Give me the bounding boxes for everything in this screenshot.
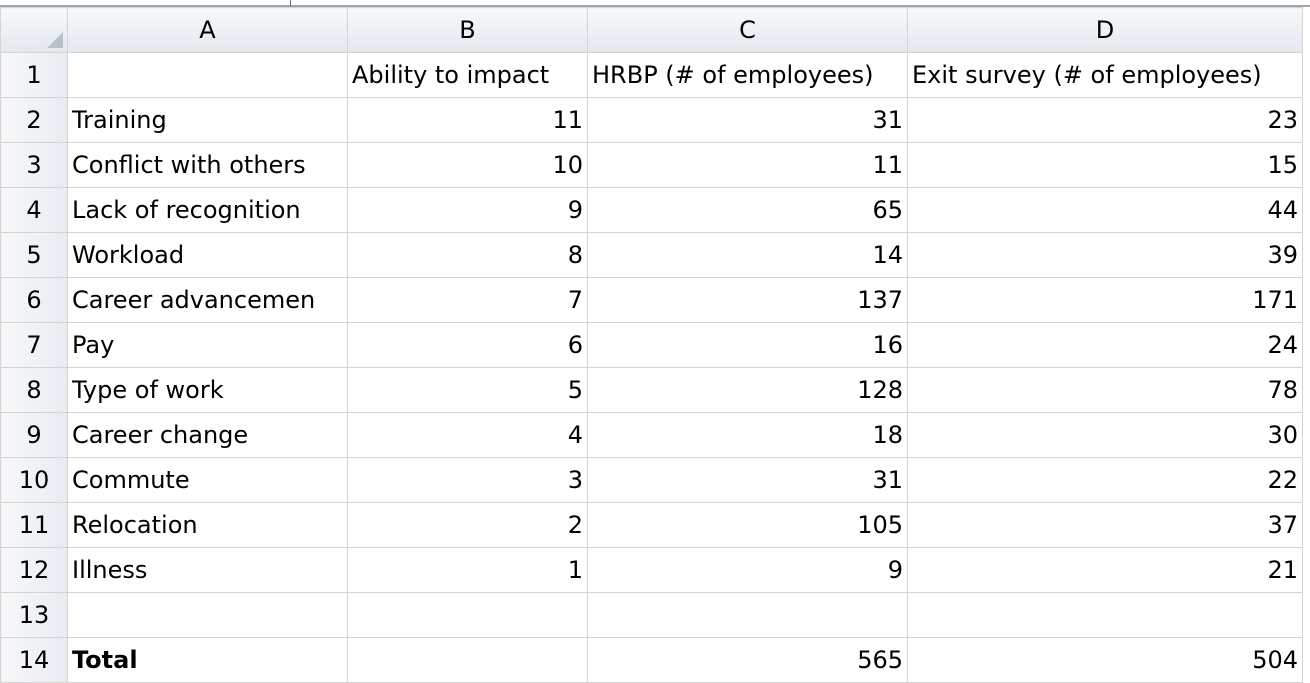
cell-a-13[interactable] xyxy=(67,592,348,638)
select-all-triangle-icon xyxy=(47,32,63,48)
table-row: 5 Workload 8 14 39 xyxy=(0,232,1303,278)
table-row: 12 Illness 1 9 21 xyxy=(0,547,1303,593)
cell-c-7[interactable]: 16 xyxy=(587,322,908,368)
table-row: 3 Conflict with others 10 11 15 xyxy=(0,142,1303,188)
cell-d-5[interactable]: 39 xyxy=(907,232,1303,278)
row-header[interactable]: 8 xyxy=(0,367,68,413)
row-header[interactable]: 13 xyxy=(0,592,68,638)
cell-a-10[interactable]: Commute xyxy=(67,457,348,503)
cell-d-8[interactable]: 78 xyxy=(907,367,1303,413)
row-header[interactable]: 7 xyxy=(0,322,68,368)
cell-a-5[interactable]: Workload xyxy=(67,232,348,278)
table-row: 4 Lack of recognition 9 65 44 xyxy=(0,187,1303,233)
cell-c-13[interactable] xyxy=(587,592,908,638)
cell-d-14[interactable]: 504 xyxy=(907,637,1303,683)
cell-d-2[interactable]: 23 xyxy=(907,97,1303,143)
table-row: 10 Commute 3 31 22 xyxy=(0,457,1303,503)
cell-d-3[interactable]: 15 xyxy=(907,142,1303,188)
cell-d-1[interactable]: Exit survey (# of employees) xyxy=(907,52,1303,98)
cell-b-11[interactable]: 2 xyxy=(347,502,588,548)
column-header-b[interactable]: B xyxy=(347,7,588,53)
table-row: 2 Training 11 31 23 xyxy=(0,97,1303,143)
cell-a-9[interactable]: Career change xyxy=(67,412,348,458)
cell-c-9[interactable]: 18 xyxy=(587,412,908,458)
cell-c-2[interactable]: 31 xyxy=(587,97,908,143)
cell-a-3[interactable]: Conflict with others xyxy=(67,142,348,188)
spreadsheet-grid: A B C D 1 Ability to impact HRBP (# of emp… xyxy=(0,7,1303,683)
cell-b-12[interactable]: 1 xyxy=(347,547,588,593)
select-all-button[interactable] xyxy=(0,7,68,53)
row-header[interactable]: 11 xyxy=(0,502,68,548)
cell-c-6[interactable]: 137 xyxy=(587,277,908,323)
cell-c-12[interactable]: 9 xyxy=(587,547,908,593)
cell-b-14[interactable] xyxy=(347,637,588,683)
cell-a-1[interactable] xyxy=(67,52,348,98)
table-row: 1 Ability to impact HRBP (# of employees) E… xyxy=(0,52,1303,98)
cell-b-9[interactable]: 4 xyxy=(347,412,588,458)
table-row: 8 Type of work 5 128 78 xyxy=(0,367,1303,413)
row-header[interactable]: 6 xyxy=(0,277,68,323)
table-row: 13 xyxy=(0,592,1303,638)
cell-c-3[interactable]: 11 xyxy=(587,142,908,188)
cell-b-4[interactable]: 9 xyxy=(347,187,588,233)
cell-d-11[interactable]: 37 xyxy=(907,502,1303,548)
cell-d-6[interactable]: 171 xyxy=(907,277,1303,323)
cell-b-5[interactable]: 8 xyxy=(347,232,588,278)
cell-c-14[interactable]: 565 xyxy=(587,637,908,683)
table-row: 7 Pay 6 16 24 xyxy=(0,322,1303,368)
cell-d-10[interactable]: 22 xyxy=(907,457,1303,503)
cell-c-11[interactable]: 105 xyxy=(587,502,908,548)
row-header[interactable]: 12 xyxy=(0,547,68,593)
row-header[interactable]: 3 xyxy=(0,142,68,188)
table-row: 14 Total 565 504 xyxy=(0,637,1303,683)
cell-b-6[interactable]: 7 xyxy=(347,277,588,323)
cell-b-2[interactable]: 11 xyxy=(347,97,588,143)
row-header[interactable]: 4 xyxy=(0,187,68,233)
column-header-a[interactable]: A xyxy=(67,7,348,53)
cell-c-4[interactable]: 65 xyxy=(587,187,908,233)
cell-b-1[interactable]: Ability to impact xyxy=(347,52,588,98)
column-header-c[interactable]: C xyxy=(587,7,908,53)
row-header[interactable]: 10 xyxy=(0,457,68,503)
cell-c-5[interactable]: 14 xyxy=(587,232,908,278)
column-header-row: A B C D xyxy=(0,7,1303,53)
cell-d-9[interactable]: 30 xyxy=(907,412,1303,458)
cell-b-7[interactable]: 6 xyxy=(347,322,588,368)
cell-d-4[interactable]: 44 xyxy=(907,187,1303,233)
table-row: 6 Career advancemen 7 137 171 xyxy=(0,277,1303,323)
cell-a-11[interactable]: Relocation xyxy=(67,502,348,548)
cell-b-13[interactable] xyxy=(347,592,588,638)
cell-a-7[interactable]: Pay xyxy=(67,322,348,368)
cell-a-12[interactable]: Illness xyxy=(67,547,348,593)
window-top-border xyxy=(0,0,1310,7)
cell-c-10[interactable]: 31 xyxy=(587,457,908,503)
cell-a-8[interactable]: Type of work xyxy=(67,367,348,413)
cell-b-8[interactable]: 5 xyxy=(347,367,588,413)
row-header[interactable]: 9 xyxy=(0,412,68,458)
cell-c-8[interactable]: 128 xyxy=(587,367,908,413)
cell-d-12[interactable]: 21 xyxy=(907,547,1303,593)
cell-c-1[interactable]: HRBP (# of employees) xyxy=(587,52,908,98)
cell-b-10[interactable]: 3 xyxy=(347,457,588,503)
column-header-d[interactable]: D xyxy=(907,7,1303,53)
row-header[interactable]: 2 xyxy=(0,97,68,143)
cell-d-13[interactable] xyxy=(907,592,1303,638)
table-row: 9 Career change 4 18 30 xyxy=(0,412,1303,458)
row-header[interactable]: 5 xyxy=(0,232,68,278)
cell-a-14[interactable]: Total xyxy=(67,637,348,683)
cell-a-4[interactable]: Lack of recognition xyxy=(67,187,348,233)
formula-bar-divider xyxy=(290,0,291,6)
row-header[interactable]: 14 xyxy=(0,637,68,683)
cell-a-2[interactable]: Training xyxy=(67,97,348,143)
cell-b-3[interactable]: 10 xyxy=(347,142,588,188)
table-row: 11 Relocation 2 105 37 xyxy=(0,502,1303,548)
row-header[interactable]: 1 xyxy=(0,52,68,98)
cell-d-7[interactable]: 24 xyxy=(907,322,1303,368)
cell-a-6[interactable]: Career advancemen xyxy=(67,277,348,323)
